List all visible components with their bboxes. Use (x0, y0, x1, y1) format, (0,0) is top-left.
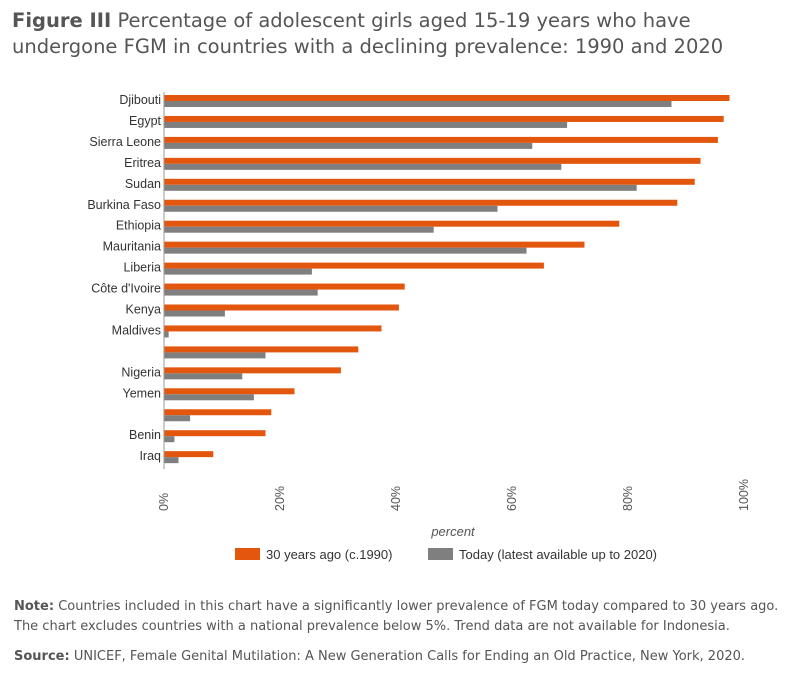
bar-today (164, 394, 254, 401)
bar-1990 (164, 136, 718, 143)
bar-today (164, 436, 175, 443)
bar-1990 (164, 325, 382, 332)
x-tick-label: 100% (737, 479, 751, 511)
bar-1990 (164, 199, 678, 206)
bar-1990 (164, 220, 620, 227)
category-label: Yemen (123, 386, 162, 400)
bar-today (164, 331, 169, 338)
bar-today (164, 101, 672, 107)
category-label: Maldives (112, 323, 161, 337)
bar-today (164, 268, 312, 275)
category-label: Eritrea (124, 156, 161, 170)
bar-1990 (164, 115, 724, 122)
category-label: Sudan (125, 177, 161, 191)
legend-label-today: Today (latest available up to 2020) (459, 547, 657, 562)
source-label: Source: (14, 649, 70, 664)
category-label: Kenya (126, 303, 161, 317)
bar-today (164, 142, 533, 149)
category-label: Mauritania (103, 240, 161, 254)
figure-label: Figure III (12, 9, 112, 32)
bar-today (164, 373, 243, 380)
category-label: Liberia (123, 261, 161, 275)
category-label: Ethiopia (116, 219, 161, 233)
bar-1990 (164, 367, 341, 374)
bar-1990 (164, 178, 695, 185)
bar-1990 (164, 388, 295, 395)
legend-swatch-today (428, 548, 453, 560)
bar-today (164, 205, 498, 212)
bar-today (164, 457, 179, 464)
category-label: Burkina Faso (87, 198, 161, 212)
source-text: UNICEF, Female Genital Mutilation: A New… (73, 649, 746, 664)
chart-source: Source: UNICEF, Female Genital Mutilatio… (14, 647, 784, 667)
note-text: Countries included in this chart have a … (14, 599, 779, 634)
legend: 30 years ago (c.1990) Today (latest avai… (235, 547, 657, 562)
x-tick-label: 0% (157, 493, 171, 511)
bar-today (164, 352, 266, 359)
bar-chart: Djibouti Egypt Sierra Leone Eritrea Sudan Bur… (87, 92, 751, 562)
bar-today (164, 289, 318, 296)
bar-1990 (164, 241, 585, 248)
bar-1990 (164, 283, 405, 290)
x-tick-label: 20% (273, 486, 287, 511)
category-labels: Djibouti Egypt Sierra Leone Eritrea Sudan Bur… (87, 93, 161, 463)
category-label: Djibouti (119, 93, 161, 107)
x-tick-label: 40% (389, 486, 403, 511)
bar-today (164, 184, 637, 191)
legend-swatch-1990 (235, 548, 260, 560)
chart-note: Note: Countries included in this chart h… (14, 597, 784, 637)
category-label: Sierra Leone (89, 135, 161, 149)
bars-group (164, 95, 730, 464)
figure-title-text: Percentage of adolescent girls aged 15-1… (12, 9, 724, 58)
bar-1990 (164, 157, 701, 164)
bar-today (164, 415, 191, 422)
bar-1990 (164, 409, 272, 416)
figure-title: Figure III Percentage of adolescent girl… (12, 8, 782, 60)
category-label: Iraq (139, 449, 161, 463)
category-label: Egypt (129, 114, 161, 128)
bar-1990 (164, 346, 359, 353)
x-axis-label: percent (430, 524, 476, 539)
bar-1990 (164, 430, 266, 437)
category-label: Benin (129, 428, 161, 442)
note-label: Note: (14, 599, 55, 614)
category-label: Côte d'Ivoire (91, 282, 161, 296)
legend-label-1990: 30 years ago (c.1990) (266, 547, 392, 562)
bar-1990 (164, 95, 730, 101)
bar-1990 (164, 262, 544, 269)
x-tick-labels: 0% 20% 40% 60% 80% 100% (157, 479, 751, 511)
bar-today (164, 247, 527, 254)
x-tick-label: 60% (505, 486, 519, 511)
x-tick-label: 80% (621, 486, 635, 511)
bar-today (164, 310, 225, 317)
category-label: Nigeria (121, 365, 161, 379)
bar-1990 (164, 304, 399, 311)
bar-today (164, 226, 434, 233)
bar-1990 (164, 451, 214, 458)
bar-today (164, 121, 568, 128)
bar-today (164, 163, 562, 170)
